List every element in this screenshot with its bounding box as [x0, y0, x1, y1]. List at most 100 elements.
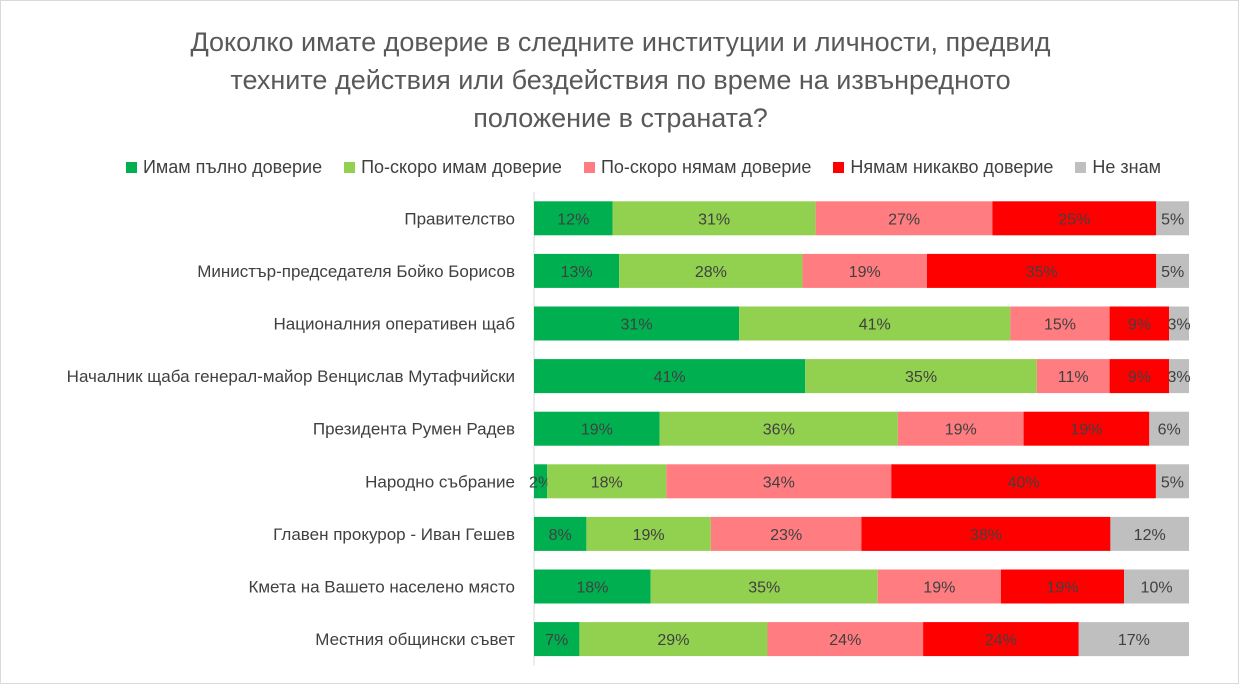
bar-segment — [534, 622, 580, 657]
category-label: Началник щаба генерал-майор Венцислав Му… — [67, 367, 515, 386]
category-label: Националния оперативен щаб — [273, 315, 515, 334]
data-label: 40% — [1008, 474, 1040, 491]
bar-segment — [1149, 411, 1189, 446]
data-label: 19% — [1047, 580, 1079, 597]
bar-segment — [612, 201, 816, 236]
data-label: 3% — [1168, 369, 1191, 386]
bar-segment — [927, 253, 1157, 288]
bar-segment — [891, 464, 1156, 499]
bar-segment — [1010, 306, 1110, 341]
bar-segment — [897, 411, 1024, 446]
data-label: 38% — [970, 527, 1002, 544]
bar-segment — [534, 411, 660, 446]
bar-segment — [586, 516, 711, 551]
bar-segment — [739, 306, 1011, 341]
category-label: Министър-председателя Бойко Борисов — [197, 262, 515, 281]
data-label: 27% — [888, 211, 920, 228]
data-label: 34% — [763, 474, 795, 491]
category-label: Правителство — [404, 209, 515, 228]
data-label: 29% — [657, 632, 689, 649]
data-label: 24% — [985, 632, 1017, 649]
data-label: 8% — [549, 527, 572, 544]
bar-segment — [666, 464, 892, 499]
data-label: 2% — [529, 474, 552, 491]
data-label: 5% — [1161, 211, 1184, 228]
legend-item: Нямам никакво доверие — [833, 155, 1053, 179]
data-label: 7% — [545, 632, 568, 649]
legend-label: По-скоро нямам доверие — [600, 157, 812, 177]
bar-segment — [650, 569, 878, 604]
data-label: 24% — [829, 632, 861, 649]
data-label: 12% — [557, 211, 589, 228]
chart-title: Доколко имате доверие в следните институ… — [190, 27, 1051, 133]
bar-segment — [1169, 306, 1189, 341]
category-label: Местния общински съвет — [315, 630, 515, 649]
legend-swatch — [833, 161, 845, 173]
legend-swatch — [583, 161, 595, 173]
data-label: 5% — [1161, 474, 1184, 491]
data-label: 35% — [905, 369, 937, 386]
bar-segment — [659, 411, 898, 446]
data-label: 19% — [581, 422, 613, 439]
category-label: Главен прокурор - Иван Гешев — [273, 525, 515, 544]
legend-label: Не знам — [1092, 157, 1162, 177]
bar-segment — [534, 464, 548, 499]
data-label: 35% — [1026, 264, 1058, 281]
data-label: 41% — [654, 369, 686, 386]
bar-segment — [877, 569, 1001, 604]
bar-segment — [534, 359, 806, 394]
bar-segment — [923, 622, 1079, 657]
legend-label: По-скоро имам доверие — [361, 157, 562, 177]
legend-label: Нямам никакво доверие — [850, 157, 1054, 177]
bar-segment — [534, 516, 587, 551]
data-label: 11% — [1058, 369, 1089, 386]
bar-segment — [1023, 411, 1150, 446]
bar-segment — [710, 516, 862, 551]
data-label: 31% — [621, 317, 653, 334]
data-label: 5% — [1161, 264, 1184, 281]
data-label: 35% — [748, 580, 780, 597]
legend-label: Имам пълно доверие — [142, 157, 323, 177]
bar-segment — [1110, 516, 1189, 551]
legend: Имам пълно доверие По-скоро имам доверие П… — [1, 155, 1238, 179]
data-label: 28% — [695, 264, 727, 281]
bar-segment — [534, 306, 740, 341]
data-label: 19% — [849, 264, 881, 281]
data-label: 13% — [561, 264, 593, 281]
data-label: 19% — [945, 422, 977, 439]
data-label: 36% — [763, 422, 795, 439]
data-label: 23% — [770, 527, 802, 544]
bar-segment — [1000, 569, 1125, 604]
bar-segment — [1109, 306, 1170, 341]
bar-segment — [1155, 464, 1189, 499]
data-label: 41% — [859, 317, 891, 334]
legend-swatch — [125, 161, 137, 173]
data-label: 18% — [576, 580, 608, 597]
bar-segment — [547, 464, 667, 499]
bar-segment — [534, 569, 651, 604]
data-label: 19% — [633, 527, 665, 544]
bar-segment — [1109, 359, 1170, 394]
category-label: Народно събрание — [365, 472, 515, 491]
data-label: 9% — [1128, 317, 1151, 334]
data-label: 3% — [1168, 317, 1191, 334]
data-label: 6% — [1158, 422, 1181, 439]
legend-swatch — [1075, 161, 1087, 173]
data-label: 10% — [1141, 580, 1173, 597]
bar-segment — [534, 201, 613, 236]
bar-segment — [1169, 359, 1189, 394]
bar-segment — [767, 622, 924, 657]
category-label: Президента Румен Радев — [313, 420, 515, 439]
bar-segment — [1078, 622, 1189, 657]
legend-item: Имам пълно доверие — [125, 155, 323, 179]
bar-segment — [579, 622, 768, 657]
legend-swatch — [344, 161, 356, 173]
bar-segment — [1156, 253, 1189, 288]
bar-segment — [992, 201, 1157, 236]
bar-segment — [1124, 569, 1189, 604]
bar-segment — [805, 359, 1037, 394]
bar-segment — [619, 253, 803, 288]
category-label: Кмета на Вашето населено място — [248, 578, 515, 597]
